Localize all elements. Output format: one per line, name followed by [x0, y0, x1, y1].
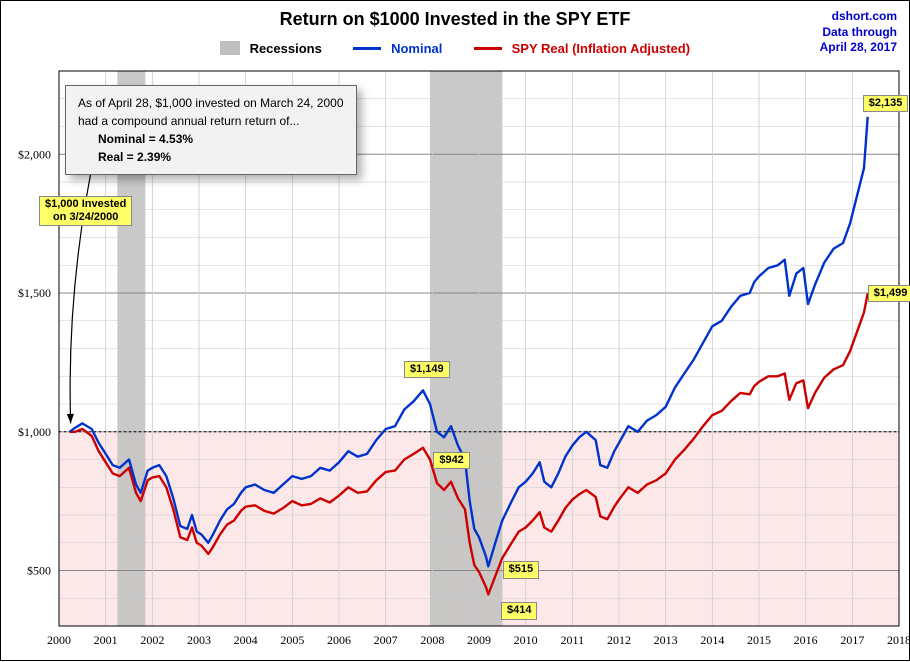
start-callout: $1,000 Invested on 3/24/2000	[39, 196, 132, 226]
svg-text:$2,000: $2,000	[18, 147, 51, 161]
info-nominal: Nominal = 4.53%	[98, 132, 193, 146]
svg-text:$500: $500	[27, 564, 51, 578]
info-line1: As of April 28, $1,000 invested on March…	[78, 96, 344, 110]
svg-text:2016: 2016	[794, 633, 818, 647]
label-nominal-trough-2009: $515	[503, 561, 539, 578]
label-real-end: $1,499	[868, 285, 910, 302]
svg-text:2003: 2003	[187, 633, 211, 647]
info-real: Real = 2.39%	[98, 150, 171, 164]
start-callout-l2: on 3/24/2000	[53, 211, 118, 223]
label-real-peak-2007: $942	[433, 452, 469, 469]
svg-text:2018: 2018	[887, 633, 910, 647]
label-nominal-end: $2,135	[863, 95, 909, 112]
start-callout-l1: $1,000 Invested	[45, 198, 126, 210]
svg-text:2013: 2013	[654, 633, 678, 647]
svg-text:2001: 2001	[94, 633, 118, 647]
svg-text:2006: 2006	[327, 633, 351, 647]
svg-text:2002: 2002	[140, 633, 164, 647]
svg-text:$1,000: $1,000	[18, 425, 51, 439]
svg-text:2000: 2000	[47, 633, 71, 647]
svg-text:$1,500: $1,500	[18, 286, 51, 300]
chart-container: Return on $1000 Invested in the SPY ETF …	[0, 0, 910, 661]
svg-text:2012: 2012	[607, 633, 631, 647]
info-box: As of April 28, $1,000 invested on March…	[65, 85, 357, 175]
svg-text:2014: 2014	[700, 633, 724, 647]
svg-text:2017: 2017	[840, 633, 864, 647]
svg-text:2005: 2005	[280, 633, 304, 647]
svg-text:2011: 2011	[561, 633, 585, 647]
label-real-trough-2009: $414	[501, 602, 537, 619]
svg-text:2015: 2015	[747, 633, 771, 647]
svg-text:2010: 2010	[514, 633, 538, 647]
label-nominal-peak-2007: $1,149	[404, 361, 450, 378]
svg-text:2004: 2004	[234, 633, 258, 647]
info-line2: had a compound annual return return of..…	[78, 114, 299, 128]
svg-text:2008: 2008	[420, 633, 444, 647]
svg-text:2009: 2009	[467, 633, 491, 647]
svg-text:2007: 2007	[374, 633, 398, 647]
